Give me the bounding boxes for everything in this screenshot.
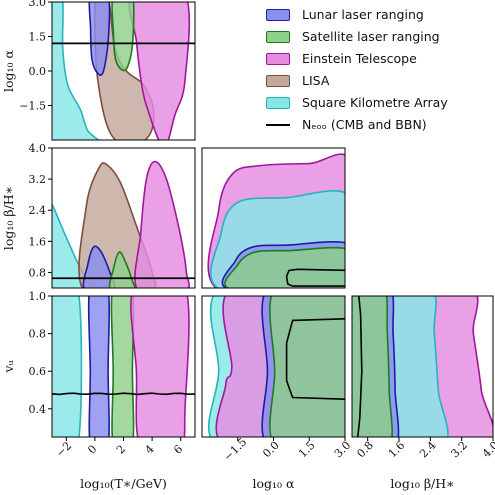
constraint-lines (51, 42, 363, 437)
legend-label: Lunar laser ranging (302, 7, 424, 22)
region-slr (111, 2, 135, 72)
y-tick-label: 0.8 (29, 266, 47, 279)
region-slr (224, 246, 345, 288)
region-slr (352, 296, 393, 437)
legend-label: LISA (302, 73, 330, 88)
panel-frame (351, 295, 494, 438)
region-et (134, 160, 191, 288)
x-tick-label: 2 (114, 442, 128, 456)
region-et (128, 2, 191, 140)
x-axis-label: log₁₀ α (253, 476, 296, 491)
region-et (130, 296, 190, 437)
legend-swatch (266, 31, 290, 43)
x-tick-label: 0.8 (354, 439, 376, 461)
legend-swatch (266, 53, 290, 65)
region-llr (87, 296, 111, 437)
y-tick-label: 3.0 (29, 0, 47, 9)
y-tick-label: 1.0 (29, 290, 47, 303)
legend-item-neff: Nₑₒₒ (CMB and BBN) (262, 114, 492, 136)
y-tick-label: 1.6 (29, 235, 47, 248)
y-tick-label: 1.5 (29, 31, 47, 44)
region-slr (110, 296, 135, 437)
y-tick-label: 0.8 (29, 328, 47, 341)
x-tick-label: −2 (53, 439, 74, 460)
y-axis-label: log₁₀ α (1, 49, 16, 92)
y-tick-label: 4.0 (29, 142, 47, 155)
legend-swatch (266, 9, 290, 21)
neff-line (51, 392, 196, 396)
panel-frame (201, 147, 346, 289)
legend-item-llr: Lunar laser ranging (262, 4, 492, 26)
y-axis-label: vᵤ (1, 360, 16, 373)
y-tick-label: 0.6 (29, 365, 47, 378)
confidence-region-fills (52, 2, 493, 437)
y-tick-label: −1.5 (19, 100, 46, 113)
legend-label: Square Kilometre Array (302, 95, 448, 110)
panel-frame (51, 147, 196, 289)
x-tick-label: 0.0 (260, 439, 282, 461)
legend-item-ska: Square Kilometre Array (262, 92, 492, 114)
y-tick-label: 3.2 (29, 173, 47, 186)
legend-label: Nₑₒₒ (CMB and BBN) (302, 117, 427, 132)
legend: Lunar laser ranging Satellite laser rang… (262, 4, 492, 136)
x-tick-label: 4.0 (480, 439, 495, 461)
legend-swatch (266, 75, 290, 87)
x-tick-label: 1.6 (386, 439, 408, 461)
x-tick-label: 4 (143, 442, 157, 456)
legend-swatch (266, 97, 290, 109)
region-llr (88, 2, 111, 76)
legend-label: Satellite laser ranging (302, 29, 440, 44)
x-tick-label: 3.2 (448, 439, 470, 461)
x-tick-label: −1.5 (221, 435, 249, 463)
legend-item-lisa: LISA (262, 70, 492, 92)
region-ska (52, 2, 100, 140)
legend-item-et: Einstein Telescope (262, 48, 492, 70)
legend-item-slr: Satellite laser ranging (262, 26, 492, 48)
x-tick-label: 1.5 (296, 439, 318, 461)
legend-label: Einstein Telescope (302, 51, 417, 66)
x-tick-label: 3.0 (332, 439, 354, 461)
legend-line (266, 124, 290, 126)
x-axis-label: log₁₀ β/H∗ (390, 476, 454, 491)
y-tick-label: 0.4 (29, 403, 47, 416)
x-tick-label: 6 (171, 442, 185, 456)
neff-line (356, 296, 363, 437)
x-tick-label: 0 (85, 442, 99, 456)
y-axis-label: log₁₀ β/H∗ (1, 186, 16, 250)
region-ska (52, 296, 83, 437)
neff-line (285, 318, 345, 400)
neff-line (285, 268, 345, 287)
x-tick-label: 2.4 (417, 439, 439, 461)
y-tick-label: 2.4 (29, 204, 47, 217)
region-slr (269, 296, 345, 437)
y-tick-label: 0.0 (29, 65, 47, 78)
x-axis-label: log₁₀(T∗/GeV) (80, 476, 167, 491)
